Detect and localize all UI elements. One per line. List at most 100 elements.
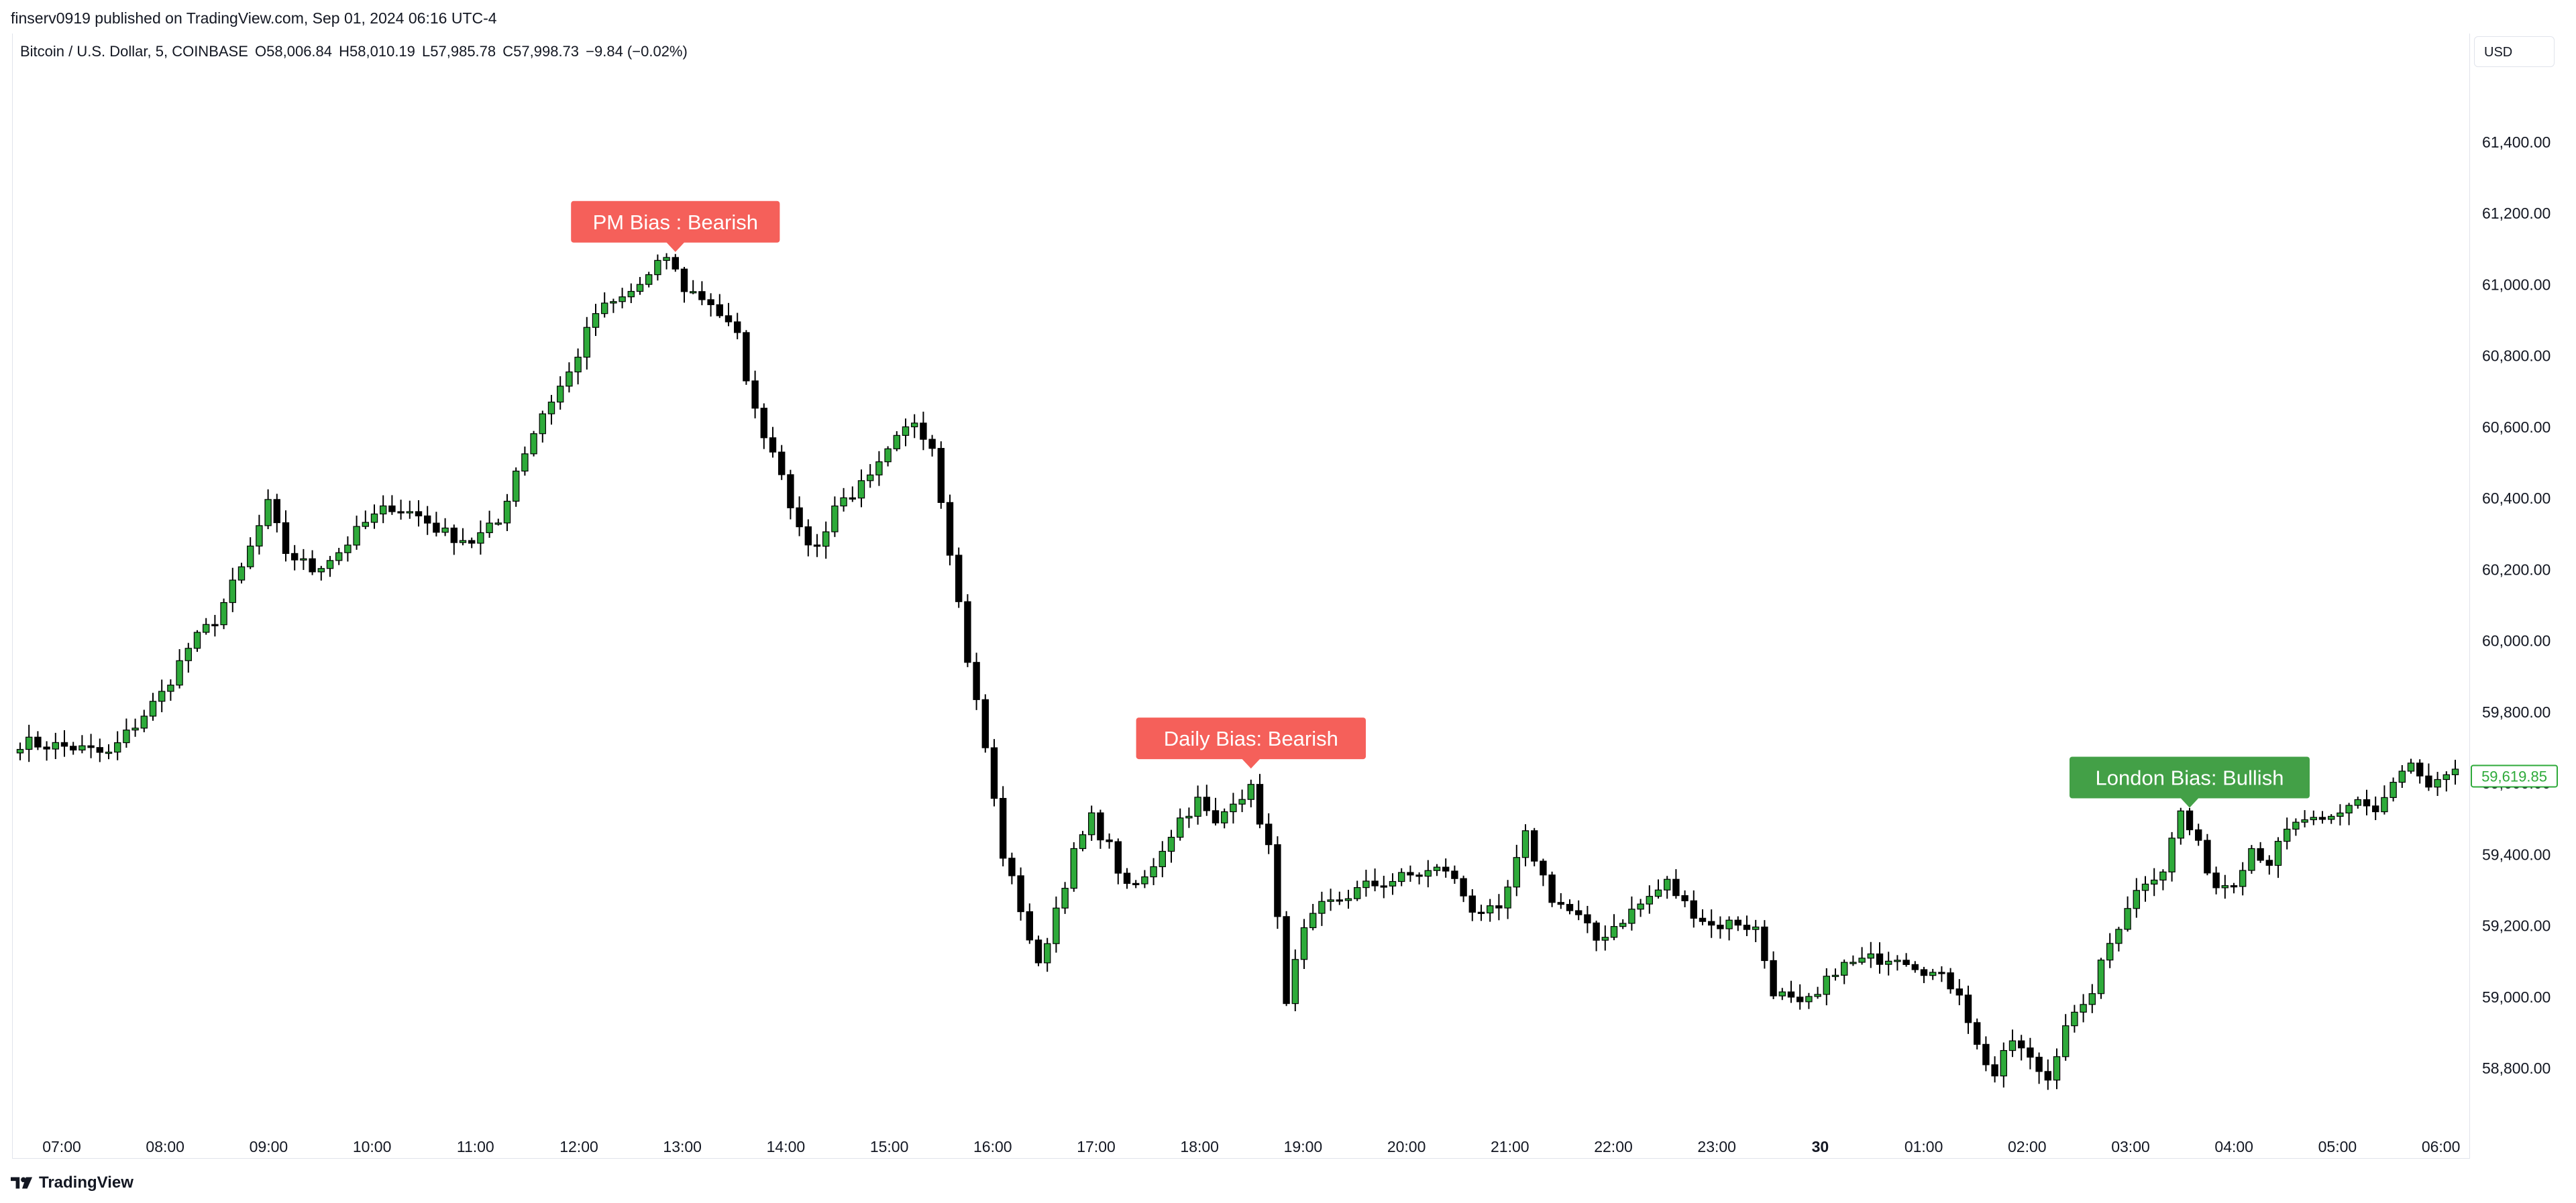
candle [1017, 867, 1024, 921]
candle [645, 272, 653, 288]
candle-body [627, 290, 635, 298]
candle-body [583, 327, 591, 358]
price-tick-label: 59,000.00 [2482, 988, 2551, 1006]
time-tick-label: 21:00 [1491, 1138, 1529, 1155]
candle-body [1265, 823, 1273, 846]
candle-body [2186, 810, 2194, 831]
candle [1203, 785, 1210, 816]
candle-body [149, 701, 157, 717]
candle-body [1743, 925, 1751, 930]
candle-body [2239, 870, 2247, 887]
bullish-bias-label[interactable]: London Bias: Bullish [2070, 756, 2310, 808]
candle-body [849, 497, 856, 500]
chart-frame[interactable] [12, 34, 2470, 1159]
candle [2310, 810, 2317, 825]
candle-body [114, 742, 121, 753]
candle-body [264, 499, 272, 526]
candle-body [140, 715, 148, 729]
candle [946, 494, 954, 566]
candle [2133, 878, 2140, 918]
bias-label-pointer [2180, 797, 2199, 808]
candle [902, 418, 910, 447]
candle-body [220, 602, 227, 626]
candle [2221, 874, 2229, 899]
candle [486, 510, 493, 538]
bearish-bias-label[interactable]: Daily Bias: Bearish [1136, 718, 1366, 769]
candle [1300, 919, 1308, 970]
candle [1291, 949, 1299, 1011]
candle [256, 514, 263, 555]
price-tick-label: 60,800.00 [2482, 347, 2551, 365]
candle-body [777, 451, 786, 475]
candle-body [1761, 926, 1768, 962]
last-price-marker: 59,619.85 [2471, 764, 2558, 788]
candle [2328, 814, 2335, 824]
candle [1584, 905, 1591, 933]
bearish-bias-label[interactable]: PM Bias : Bearish [571, 200, 780, 252]
candle-body [2398, 770, 2406, 783]
price-tick-label: 59,200.00 [2482, 917, 2551, 935]
candle [1637, 899, 1644, 917]
symbol-legend[interactable]: Bitcoin / U.S. Dollar, 5, COINBASE O58,0… [20, 43, 690, 60]
candle [654, 254, 661, 281]
candle [264, 489, 272, 530]
candle [1964, 985, 1972, 1034]
footer[interactable]: TradingView [11, 1171, 133, 1195]
candle [2000, 1042, 2007, 1088]
candle [1867, 941, 1874, 968]
candle-body [477, 532, 484, 544]
bias-label-text: Daily Bias: Bearish [1164, 727, 1338, 750]
time-axis: 07:00 08:00 09:00 10:00 11:00 12:00 13:00 14:00… [42, 1138, 2460, 1155]
candle-body [1283, 916, 1290, 1005]
candle-body [1708, 921, 1715, 926]
candle [2274, 837, 2282, 878]
candle [849, 486, 856, 502]
candle [1717, 916, 1724, 939]
candle-body [787, 474, 794, 508]
candle-body [592, 313, 600, 328]
candle [1787, 980, 1795, 1003]
candle [123, 718, 130, 748]
candle-body [2204, 840, 2211, 874]
candle-body [1097, 812, 1104, 841]
candle-body [423, 515, 431, 524]
candle [477, 520, 484, 555]
candle-body [468, 540, 476, 544]
candle-body [406, 511, 414, 514]
candle-body [1664, 878, 1671, 891]
candle-body [928, 439, 936, 449]
price-tick-label: 61,000.00 [2482, 276, 2551, 293]
candle-body [256, 525, 263, 547]
candle-body [1920, 969, 1928, 976]
currency-selector[interactable]: USD [2474, 36, 2555, 67]
candle-body [105, 751, 113, 754]
candle [2151, 868, 2158, 897]
time-tick-label: 09:00 [250, 1138, 288, 1155]
candle [1778, 988, 1786, 1000]
candle-body [1690, 900, 1697, 919]
candle [1230, 793, 1237, 824]
candle-body [1318, 901, 1326, 914]
candle-body [1513, 857, 1520, 888]
candle [1415, 872, 1423, 884]
candle-body [1070, 848, 1077, 889]
candle-body [999, 797, 1007, 859]
candle [1770, 951, 1777, 999]
candle-body [910, 422, 918, 428]
candle [1238, 789, 1246, 813]
candle-body [1167, 836, 1175, 852]
candle [592, 304, 600, 337]
candle [335, 548, 343, 565]
candle-body [1876, 953, 1884, 965]
candle-body [1203, 797, 1210, 811]
candle [362, 510, 370, 530]
candle [1894, 955, 1901, 971]
candle [2097, 958, 2105, 999]
candle-body [1593, 922, 1600, 941]
candle-body [2018, 1040, 2025, 1049]
candle-body [78, 745, 86, 751]
price-tick-label: 61,200.00 [2482, 205, 2551, 222]
candle-body [2141, 883, 2149, 891]
candle [733, 312, 741, 339]
